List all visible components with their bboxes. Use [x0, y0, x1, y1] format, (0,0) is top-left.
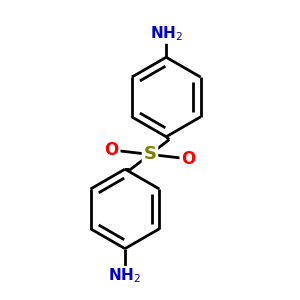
Text: O: O [105, 141, 119, 159]
Text: NH$_2$: NH$_2$ [109, 267, 142, 285]
Text: O: O [181, 150, 195, 168]
Text: NH$_2$: NH$_2$ [150, 24, 183, 43]
Text: S: S [143, 146, 157, 164]
